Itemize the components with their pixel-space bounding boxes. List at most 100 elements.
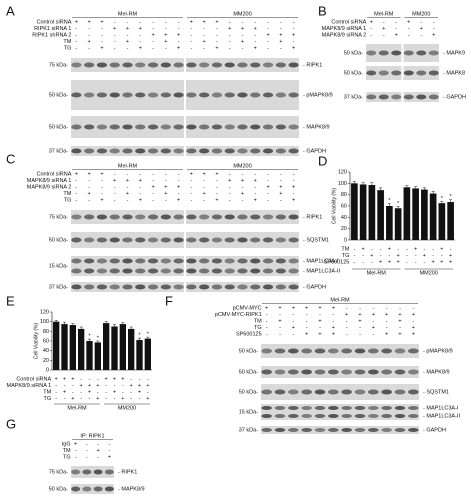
sign: + bbox=[432, 259, 435, 265]
bar bbox=[128, 328, 135, 370]
band bbox=[275, 258, 286, 264]
row-label: Control siRNA bbox=[37, 171, 72, 177]
row-label: MAPK8/9 siRNA 1 bbox=[27, 178, 72, 184]
sign: + bbox=[241, 26, 244, 32]
band bbox=[109, 214, 120, 220]
band bbox=[250, 284, 261, 290]
sign: + bbox=[177, 184, 180, 190]
band bbox=[109, 258, 120, 264]
sign: - bbox=[386, 325, 388, 331]
band bbox=[381, 389, 392, 395]
band bbox=[71, 92, 82, 98]
sign: - bbox=[139, 396, 141, 402]
band bbox=[288, 148, 299, 154]
protein-label: - MAPK8/9 bbox=[118, 486, 145, 492]
sign: - bbox=[152, 191, 154, 197]
sign: + bbox=[332, 325, 335, 331]
sign: - bbox=[397, 246, 399, 252]
band bbox=[109, 284, 120, 290]
sign: + bbox=[279, 184, 282, 190]
sign: + bbox=[279, 191, 282, 197]
protein-label: - GAPDH bbox=[443, 94, 466, 100]
sign: - bbox=[105, 396, 107, 402]
band bbox=[96, 62, 108, 68]
band bbox=[173, 214, 184, 220]
sign: + bbox=[146, 396, 149, 402]
protein-label: - SQSTM1 bbox=[423, 389, 449, 395]
sign: - bbox=[127, 32, 129, 38]
band bbox=[160, 237, 171, 243]
bar bbox=[103, 323, 110, 370]
band bbox=[250, 268, 261, 274]
sign: - bbox=[203, 45, 205, 51]
sign: + bbox=[215, 197, 218, 203]
band bbox=[288, 258, 299, 264]
sign: - bbox=[64, 396, 66, 402]
band bbox=[262, 148, 274, 154]
panel-letter: B bbox=[318, 3, 327, 18]
band bbox=[96, 268, 108, 274]
sign: + bbox=[254, 26, 257, 32]
band bbox=[224, 214, 235, 220]
sign: - bbox=[152, 178, 154, 184]
band bbox=[186, 214, 197, 220]
row-label: TG bbox=[64, 197, 72, 203]
band bbox=[109, 148, 120, 154]
band bbox=[173, 62, 184, 68]
sign: + bbox=[126, 39, 129, 45]
sign: + bbox=[113, 26, 116, 32]
sign: - bbox=[406, 259, 408, 265]
group-label: Mel-RM bbox=[374, 11, 394, 17]
kda-label: 37 kDa- bbox=[344, 94, 363, 100]
band bbox=[261, 406, 272, 410]
sign: + bbox=[74, 441, 77, 447]
sign: - bbox=[190, 191, 192, 197]
sign: + bbox=[278, 305, 281, 311]
sign: + bbox=[138, 389, 141, 395]
band bbox=[274, 348, 286, 354]
bar bbox=[61, 324, 68, 370]
band bbox=[368, 389, 379, 395]
band bbox=[262, 214, 274, 220]
sign: - bbox=[101, 26, 103, 32]
sign: - bbox=[372, 331, 374, 337]
sign: + bbox=[88, 383, 91, 389]
sign: - bbox=[75, 197, 77, 203]
band bbox=[341, 389, 352, 395]
band bbox=[381, 369, 392, 375]
sign: + bbox=[449, 253, 452, 259]
sign: - bbox=[380, 246, 382, 252]
sign: - bbox=[165, 45, 167, 51]
panel-letter: A bbox=[6, 3, 15, 18]
sign: - bbox=[152, 26, 154, 32]
row-label: TG bbox=[342, 253, 350, 259]
sign: + bbox=[97, 448, 100, 454]
band bbox=[368, 406, 379, 410]
protein-label: - MAP1LC3A-I bbox=[423, 405, 459, 411]
sign: - bbox=[139, 171, 141, 177]
bar bbox=[53, 321, 60, 370]
row-label: pCMV-MYC bbox=[233, 305, 262, 311]
sign: + bbox=[80, 383, 83, 389]
band bbox=[199, 258, 210, 264]
sign: - bbox=[75, 39, 77, 45]
sign: - bbox=[408, 32, 410, 38]
band bbox=[368, 414, 379, 418]
band bbox=[288, 214, 299, 220]
sign: - bbox=[359, 305, 361, 311]
sign: - bbox=[229, 32, 231, 38]
significance: * bbox=[441, 196, 444, 202]
band bbox=[261, 428, 272, 432]
sign: - bbox=[127, 171, 129, 177]
band bbox=[147, 148, 159, 154]
sign: + bbox=[254, 45, 257, 51]
band bbox=[262, 268, 274, 274]
significance: * bbox=[97, 335, 100, 341]
sign: - bbox=[114, 39, 116, 45]
band bbox=[224, 62, 235, 68]
sign: - bbox=[266, 318, 268, 324]
band bbox=[199, 148, 210, 154]
band bbox=[378, 94, 389, 100]
sign: - bbox=[370, 32, 372, 38]
